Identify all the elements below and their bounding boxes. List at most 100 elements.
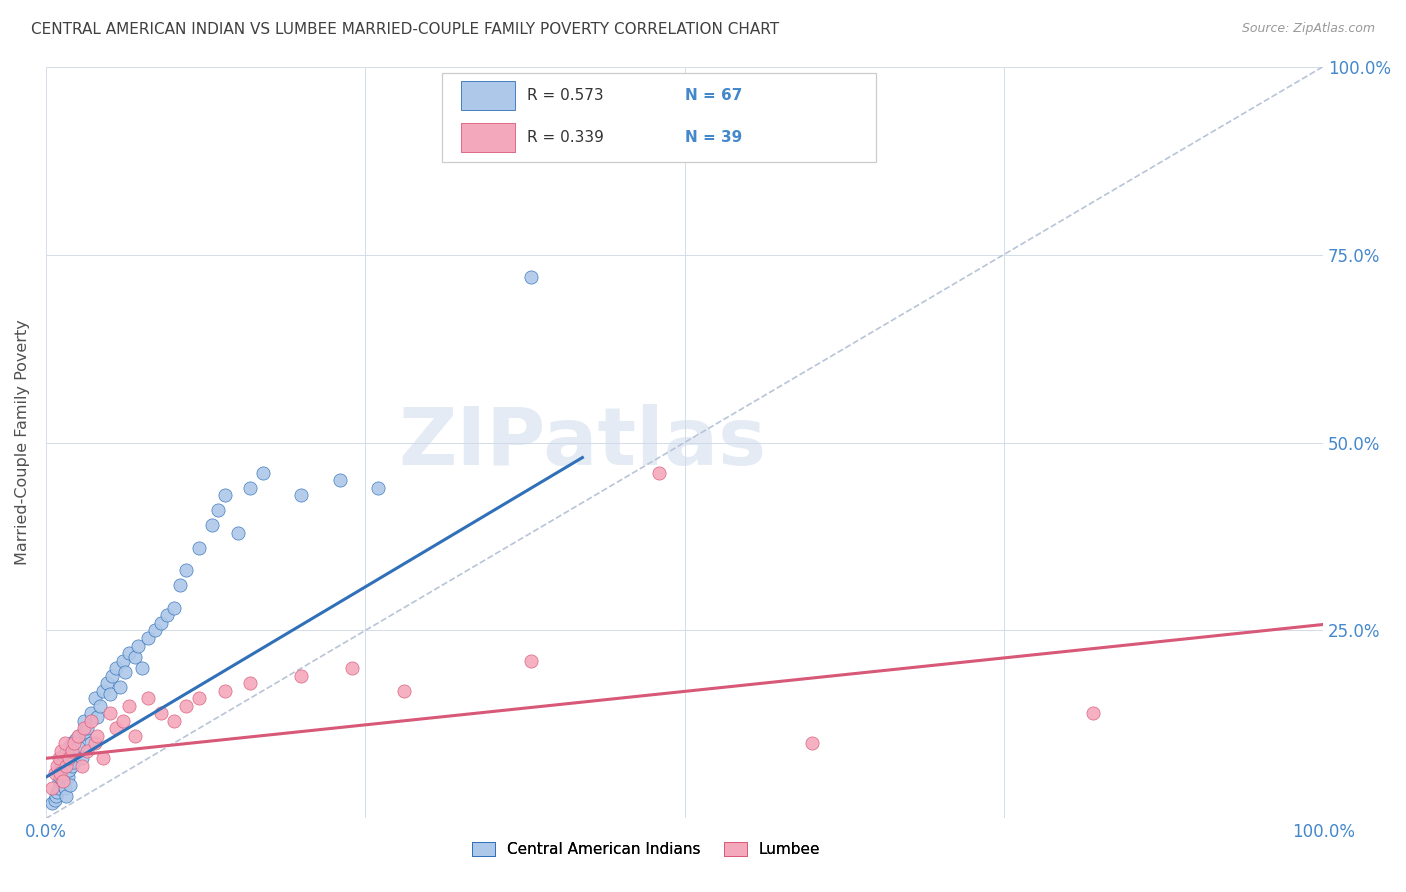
Point [66, 739, 89, 754]
Point [149, 706, 172, 721]
Text: R = 0.339: R = 0.339 [527, 130, 605, 145]
Point [226, 525, 249, 540]
Point [207, 503, 229, 517]
Point [290, 488, 312, 502]
Text: R = 0.573: R = 0.573 [527, 88, 605, 103]
Point [53, 781, 76, 796]
Point [136, 631, 159, 645]
Point [83, 691, 105, 706]
Point [118, 698, 141, 713]
Point [169, 578, 191, 592]
Point [55, 789, 77, 803]
Point [52, 755, 75, 769]
Point [46, 759, 69, 773]
Point [63, 755, 86, 769]
Point [56, 770, 79, 784]
Point [70, 751, 93, 765]
Point [188, 691, 211, 706]
Text: N = 67: N = 67 [685, 88, 742, 103]
Point [41, 797, 63, 811]
Point [51, 759, 73, 773]
Point [98, 706, 121, 721]
Point [124, 729, 146, 743]
Point [76, 744, 98, 758]
Point [79, 714, 101, 728]
Point [329, 473, 352, 487]
Point [105, 661, 128, 675]
Point [101, 668, 124, 682]
Point [58, 739, 80, 754]
Point [156, 608, 179, 623]
Point [79, 706, 101, 721]
Point [96, 676, 118, 690]
Point [58, 763, 80, 777]
Point [239, 676, 262, 690]
Point [108, 680, 131, 694]
Point [86, 729, 108, 743]
Point [149, 615, 172, 630]
Point [176, 698, 198, 713]
Point [73, 714, 96, 728]
Point [214, 488, 236, 502]
Point [111, 714, 134, 728]
Point [136, 691, 159, 706]
Point [520, 270, 543, 285]
Point [55, 744, 77, 758]
Point [801, 736, 824, 750]
Point [44, 792, 66, 806]
Point [114, 665, 136, 679]
Point [520, 654, 543, 668]
Point [98, 687, 121, 701]
FancyBboxPatch shape [461, 123, 515, 153]
Point [73, 721, 96, 735]
Point [188, 541, 211, 555]
Point [67, 729, 90, 743]
Point [143, 624, 166, 638]
Point [66, 729, 89, 743]
Point [49, 766, 72, 780]
Point [45, 789, 67, 803]
Point [105, 721, 128, 735]
Point [44, 766, 66, 780]
Point [392, 683, 415, 698]
Point [49, 763, 72, 777]
Point [83, 736, 105, 750]
Point [51, 751, 73, 765]
Point [131, 661, 153, 675]
Point [290, 668, 312, 682]
Point [60, 744, 83, 758]
Point [46, 785, 69, 799]
Point [89, 698, 111, 713]
Point [60, 736, 83, 750]
Point [93, 683, 115, 698]
Point [48, 781, 70, 796]
Y-axis label: Married-Couple Family Poverty: Married-Couple Family Poverty [15, 319, 30, 566]
Text: Source: ZipAtlas.com: Source: ZipAtlas.com [1241, 22, 1375, 36]
FancyBboxPatch shape [461, 81, 515, 111]
Point [62, 747, 84, 762]
Point [201, 518, 224, 533]
Point [367, 481, 389, 495]
Point [86, 710, 108, 724]
Point [163, 601, 186, 615]
Point [176, 563, 198, 577]
Point [163, 714, 186, 728]
Point [52, 778, 75, 792]
Point [70, 759, 93, 773]
Point [127, 639, 149, 653]
Point [239, 481, 262, 495]
Point [252, 466, 274, 480]
Point [49, 770, 72, 784]
Point [73, 725, 96, 739]
Point [51, 744, 73, 758]
Point [41, 781, 63, 796]
Text: N = 39: N = 39 [685, 130, 742, 145]
Point [53, 736, 76, 750]
Point [118, 646, 141, 660]
Text: CENTRAL AMERICAN INDIAN VS LUMBEE MARRIED-COUPLE FAMILY POVERTY CORRELATION CHAR: CENTRAL AMERICAN INDIAN VS LUMBEE MARRIE… [31, 22, 779, 37]
Point [52, 773, 75, 788]
Point [53, 766, 76, 780]
Point [59, 778, 82, 792]
Point [93, 751, 115, 765]
Point [214, 683, 236, 698]
